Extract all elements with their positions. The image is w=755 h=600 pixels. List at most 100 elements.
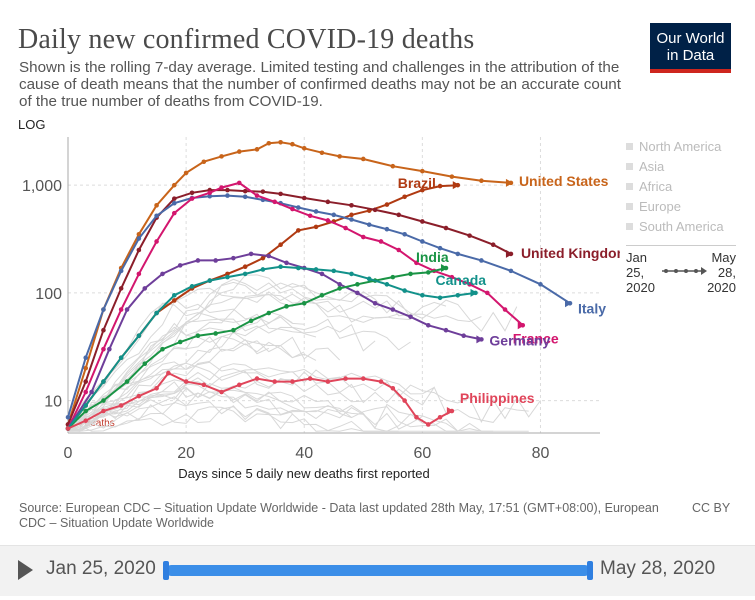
y-tick-label: 1,000 [22, 178, 62, 195]
legend-asia[interactable]: Asia [626, 159, 664, 174]
series-arrow-france [517, 321, 525, 330]
background-country-line [67, 314, 305, 432]
play-icon[interactable] [18, 560, 33, 580]
series-point-canada [118, 355, 124, 361]
timeline-start-handle[interactable] [163, 561, 169, 580]
x-tick-label: 20 [177, 445, 195, 462]
series-label-france[interactable]: France [513, 330, 559, 346]
series-point-italy [242, 194, 248, 200]
series-point-france [485, 290, 490, 296]
series-point-italy [384, 226, 390, 232]
series-point-united-kingdom [490, 242, 496, 248]
series-line-united-kingdom [67, 189, 512, 425]
series-france: France [65, 180, 559, 431]
series-point-italy [437, 245, 443, 251]
series-line-canada [67, 265, 476, 430]
timeline-end-handle[interactable] [587, 561, 593, 580]
series-label-united-kingdom[interactable]: United Kingdom [521, 245, 620, 261]
background-country-line [67, 381, 529, 432]
series-point-india [177, 339, 183, 345]
series-point-brazil [313, 224, 319, 230]
series-point-philippines [183, 379, 189, 384]
series-label-philippines[interactable]: Philippines [460, 390, 535, 406]
series-point-canada [402, 288, 407, 293]
series-point-united-kingdom [172, 196, 177, 201]
series-point-united-states [420, 168, 425, 174]
log-scale-toggle[interactable]: LOG [18, 117, 45, 132]
background-country-lines [67, 274, 541, 432]
series-label-brazil[interactable]: Brazil [398, 175, 436, 191]
legend-europe[interactable]: Europe [626, 199, 681, 214]
series-point-united-kingdom [260, 189, 266, 194]
series-point-united-states [254, 147, 260, 152]
legend-south-america[interactable]: South America [626, 219, 724, 234]
series-point-philippines [254, 376, 260, 381]
series-label-united-states[interactable]: United States [519, 173, 609, 189]
series-point-united-kingdom [189, 190, 195, 196]
background-country-line [67, 362, 364, 432]
series-point-canada [384, 282, 390, 287]
series-point-france [101, 346, 106, 352]
series-line-brazil [67, 184, 458, 430]
owid-logo[interactable]: Our World in Data [650, 23, 731, 73]
series-point-philippines [236, 382, 242, 388]
series-point-canada [420, 292, 425, 298]
series-point-united-states [479, 178, 484, 184]
series-point-india [213, 331, 218, 336]
background-country-line [67, 406, 399, 432]
series-point-canada [225, 274, 230, 280]
series-point-france [118, 307, 124, 312]
time-legend-start: Jan 25, 2020 [626, 250, 655, 295]
series-point-philippines [425, 422, 431, 427]
series-point-india [83, 408, 89, 414]
series-point-italy [331, 212, 337, 218]
series-italy: Italy [65, 193, 606, 420]
series-point-united-states [278, 140, 283, 145]
series-point-philippines [272, 379, 278, 384]
series-point-india [408, 271, 413, 277]
series-point-india [231, 327, 236, 333]
series-point-brazil [402, 194, 407, 200]
series-point-canada [278, 264, 283, 269]
series-point-india [142, 361, 148, 366]
series-point-india [195, 333, 201, 339]
series-point-philippines [83, 418, 89, 424]
series-label-india[interactable]: India [416, 249, 449, 265]
series-point-canada [296, 265, 301, 271]
chart-title: Daily new confirmed COVID-19 deaths [18, 24, 475, 55]
series-point-germany [461, 333, 466, 339]
series-label-italy[interactable]: Italy [578, 300, 606, 316]
series-point-italy [402, 231, 407, 237]
series-point-germany [266, 253, 272, 259]
series-label-canada[interactable]: Canada [436, 272, 487, 288]
chart-subtitle: Shown is the rolling 7-day average. Limi… [19, 59, 621, 110]
series-point-united-kingdom [372, 207, 378, 213]
timeline-track[interactable] [166, 565, 590, 576]
series-point-italy [479, 258, 484, 263]
series-point-united-states [449, 174, 455, 179]
series-point-philippines [136, 393, 142, 399]
series-point-germany [231, 255, 236, 261]
series-point-france [325, 218, 331, 223]
timeline-bar: Jan 25, 2020 May 28, 2020 [0, 545, 755, 596]
line-chart[interactable]: LOG 10 100 1,000 0 20 40 60 80 Days since 5 daily… [0, 115, 620, 490]
series-point-canada [136, 333, 142, 339]
series-point-brazil [225, 271, 230, 277]
series-point-india [301, 301, 307, 306]
series-point-france [189, 196, 195, 201]
series-point-germany [390, 307, 396, 312]
series-point-france [207, 190, 213, 196]
series-point-france [290, 206, 295, 212]
license-link[interactable]: CC BY [692, 501, 731, 515]
series-arrow-brazil [452, 181, 460, 190]
series-point-philippines [390, 386, 396, 391]
legend-north-america[interactable]: North America [626, 139, 721, 154]
series-point-germany [443, 327, 449, 333]
legend-africa[interactable]: Africa [626, 179, 672, 194]
series-point-canada [455, 292, 461, 298]
series-point-philippines [402, 398, 407, 403]
series-label-germany[interactable]: Germany [489, 332, 550, 348]
series-point-brazil [296, 228, 301, 233]
x-tick-label: 0 [64, 445, 73, 462]
x-tick-label: 80 [532, 445, 550, 462]
